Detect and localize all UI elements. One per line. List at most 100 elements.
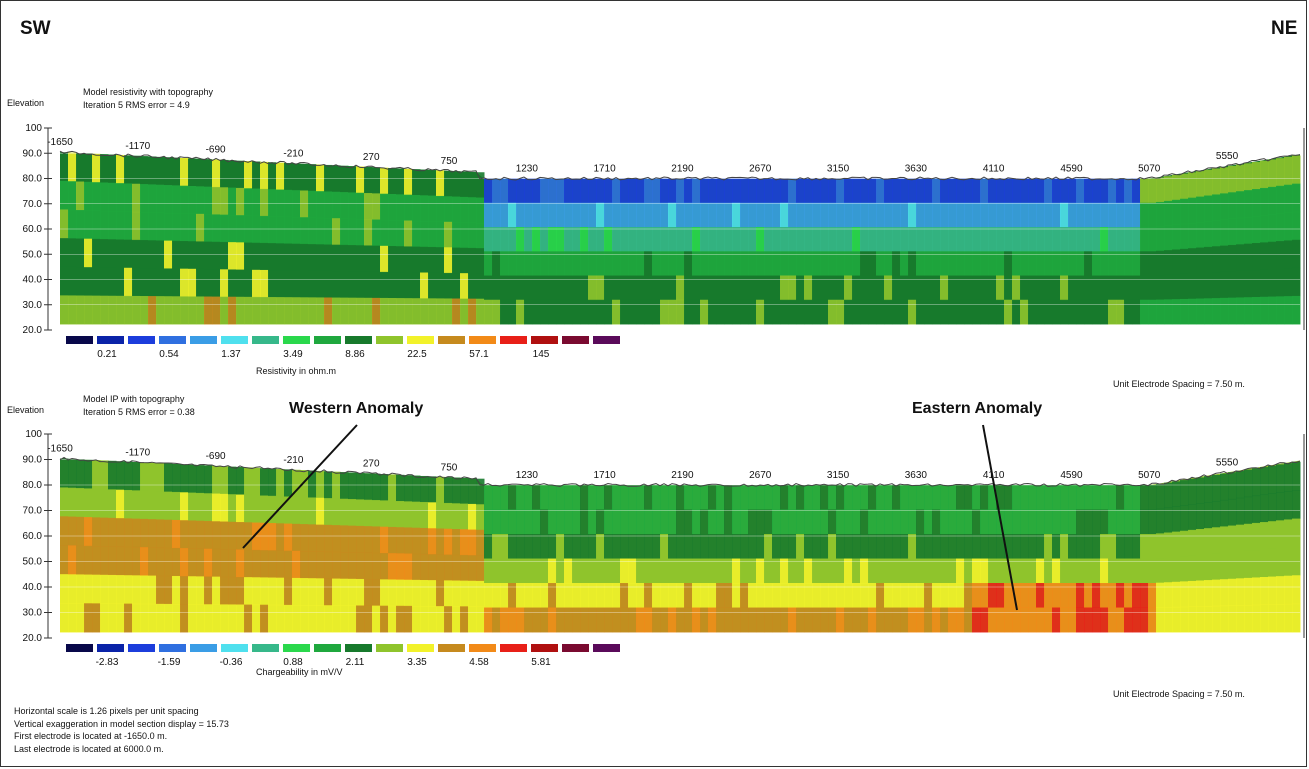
model-cell xyxy=(1132,299,1141,325)
model-cell xyxy=(524,558,533,584)
model-cell xyxy=(524,607,533,633)
model-cell xyxy=(716,558,725,584)
model-cell xyxy=(260,468,269,496)
model-cell xyxy=(572,607,581,633)
colorbar-tick-label: 8.86 xyxy=(345,349,365,360)
model-cell xyxy=(836,227,845,252)
model-cell xyxy=(452,298,461,325)
model-cell xyxy=(460,247,469,274)
y-tick-label: 20.0 xyxy=(23,325,43,336)
model-cell xyxy=(908,509,917,535)
model-cell xyxy=(964,178,973,204)
model-cell xyxy=(116,295,125,325)
model-cell xyxy=(580,509,589,535)
model-cell xyxy=(980,251,989,276)
model-cell xyxy=(868,509,877,535)
model-cell xyxy=(228,549,237,578)
model-cell xyxy=(68,209,77,239)
colorbar-swatch xyxy=(283,644,310,652)
model-cell xyxy=(764,534,773,559)
model-cell xyxy=(324,524,333,553)
model-cell xyxy=(716,202,725,228)
model-cell xyxy=(628,583,637,608)
panel-2: 10090.080.070.060.050.040.030.020.0-1650… xyxy=(23,429,1305,668)
model-cell xyxy=(740,607,749,633)
model-cell xyxy=(308,244,317,272)
model-cell xyxy=(724,178,733,204)
model-cell xyxy=(1220,579,1229,607)
model-cell xyxy=(572,202,581,228)
model-cell xyxy=(172,519,181,549)
model-cell xyxy=(836,583,845,608)
model-cell xyxy=(660,607,669,633)
model-cell xyxy=(316,244,325,272)
model-cell xyxy=(1284,268,1293,297)
model-cell xyxy=(1188,580,1197,607)
model-cell xyxy=(172,463,181,493)
model-cell xyxy=(820,299,829,325)
model-cell xyxy=(1228,244,1237,272)
model-cell xyxy=(636,251,645,276)
model-cell xyxy=(588,299,597,325)
model-cell xyxy=(852,299,861,325)
model-cell xyxy=(788,607,797,633)
model-cell xyxy=(436,554,445,581)
model-cell xyxy=(108,460,117,490)
model-cell xyxy=(76,238,85,268)
model-cell xyxy=(228,466,237,495)
model-cell xyxy=(276,162,285,191)
model-cell xyxy=(420,169,429,196)
model-cell xyxy=(636,583,645,608)
model-cell xyxy=(548,509,557,535)
model-cell xyxy=(1020,275,1029,301)
model-cell xyxy=(388,553,397,580)
model-cell xyxy=(1156,250,1165,276)
model-cell xyxy=(180,520,189,549)
model-cell xyxy=(652,534,661,559)
model-cell xyxy=(748,299,757,325)
x-label: 1230 xyxy=(516,470,539,481)
model-cell xyxy=(436,221,445,248)
model-cell xyxy=(124,183,133,213)
model-cell xyxy=(796,583,805,608)
model-cell xyxy=(1172,174,1181,201)
model-cell xyxy=(1244,163,1253,191)
model-cell xyxy=(588,251,597,276)
model-cell xyxy=(716,485,725,510)
model-cell xyxy=(716,607,725,633)
model-cell xyxy=(452,171,461,198)
model-cell xyxy=(268,243,277,271)
model-cell xyxy=(188,520,197,549)
model-cell xyxy=(924,485,933,510)
model-cell xyxy=(588,275,597,301)
model-cell xyxy=(1212,579,1221,607)
model-cell xyxy=(1260,242,1269,271)
model-cell xyxy=(564,275,573,301)
model-cell xyxy=(260,161,269,190)
model-cell xyxy=(564,178,573,204)
model-cell xyxy=(196,241,205,270)
model-cell xyxy=(220,241,229,270)
model-cell xyxy=(1212,527,1221,554)
model-cell xyxy=(244,242,253,271)
model-cell xyxy=(996,607,1005,633)
model-cell xyxy=(524,251,533,276)
model-cell xyxy=(364,271,373,299)
model-cell xyxy=(372,500,381,527)
model-cell xyxy=(1252,604,1261,633)
model-cell xyxy=(812,583,821,608)
model-cell xyxy=(252,495,261,524)
model-cell xyxy=(468,197,477,224)
x-label: -690 xyxy=(206,451,226,462)
model-cell xyxy=(1172,581,1181,608)
model-cell xyxy=(772,299,781,325)
model-cell xyxy=(1092,607,1101,633)
model-cell xyxy=(116,183,125,212)
model-cell xyxy=(1036,299,1045,325)
model-cell xyxy=(868,583,877,608)
model-cell xyxy=(340,297,349,325)
model-cell xyxy=(1004,251,1013,276)
model-cell xyxy=(1116,485,1125,510)
model-cell xyxy=(316,551,325,579)
model-cell xyxy=(1068,178,1077,204)
